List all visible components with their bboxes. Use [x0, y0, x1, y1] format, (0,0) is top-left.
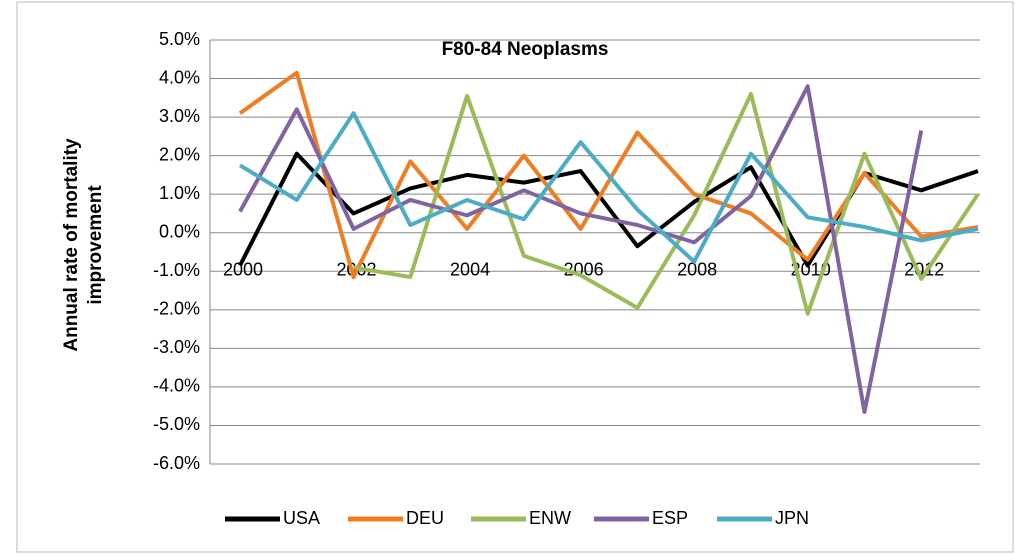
y-axis-title: Annual rate of mortality — [61, 138, 82, 352]
chart-frame — [16, 1, 1014, 553]
y-tick-label: 5.0% — [159, 29, 200, 49]
y-tick-label: 3.0% — [159, 106, 200, 126]
chart-title: F80-84 Neoplasms — [442, 39, 609, 60]
y-tick-label: -2.0% — [153, 299, 200, 319]
legend-label: USA — [283, 508, 320, 528]
y-axis-title: improvement — [85, 185, 106, 305]
series-line — [238, 70, 979, 280]
x-tick-label: 2000 — [223, 259, 263, 279]
y-tick-label: -1.0% — [153, 260, 200, 280]
y-tick-label: -6.0% — [153, 453, 200, 473]
x-tick-label: 2004 — [450, 259, 490, 279]
y-tick-label: -5.0% — [153, 414, 200, 434]
y-tick-label: 0.0% — [159, 221, 200, 241]
legend-label: DEU — [406, 508, 444, 528]
series-line — [353, 91, 980, 316]
series-line — [238, 111, 979, 264]
y-tick-label: 2.0% — [159, 144, 200, 164]
y-tick-label: 4.0% — [159, 67, 200, 87]
x-tick-label: 2008 — [677, 259, 717, 279]
legend-label: ENW — [529, 508, 571, 528]
legend-label: JPN — [775, 508, 809, 528]
y-tick-label: 1.0% — [159, 183, 200, 203]
series-line — [238, 84, 924, 414]
y-tick-label: -4.0% — [153, 376, 200, 396]
y-tick-label: -3.0% — [153, 337, 200, 357]
legend-label: ESP — [652, 508, 688, 528]
